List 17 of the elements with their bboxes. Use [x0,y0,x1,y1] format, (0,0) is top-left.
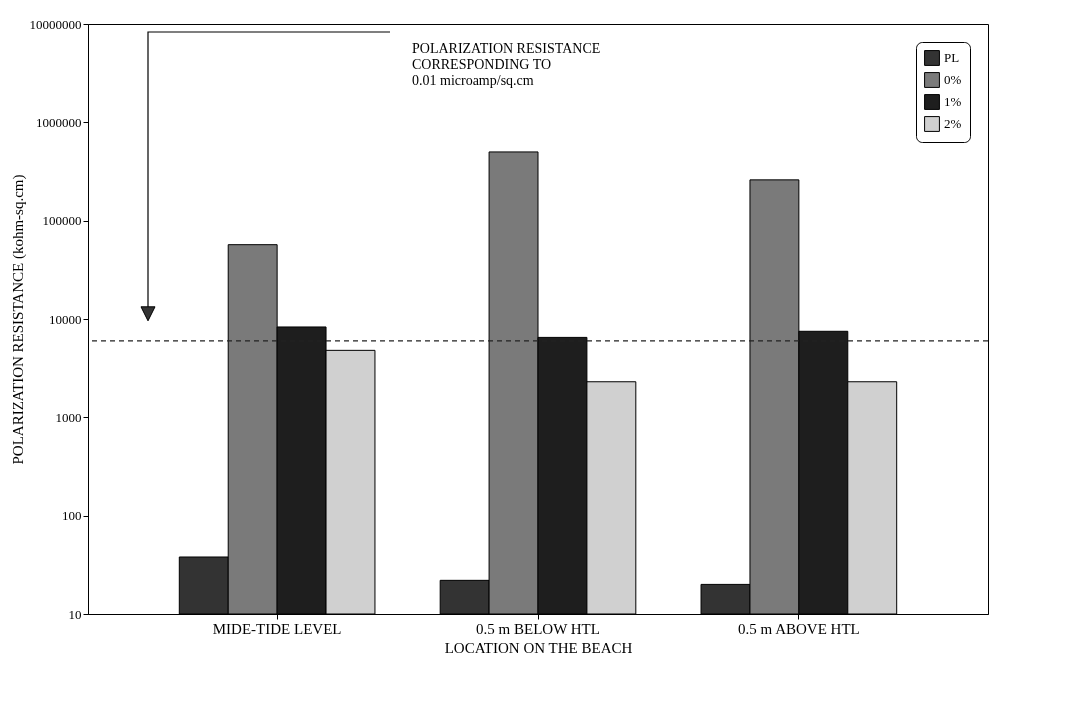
legend-label: 0% [944,72,962,87]
legend-label: 2% [944,116,962,131]
y-tick-label: 10 [68,606,82,622]
legend-label: 1% [944,94,962,109]
x-axis-title: LOCATION ON THE BEACH [444,639,633,656]
y-tick-label: 1000000 [36,114,82,130]
x-tick-label: MIDE-TIDE LEVEL [212,620,342,637]
y-tick-label: 100 [62,508,82,524]
legend-label: PL [944,50,960,65]
x-tick-label: 0.5 m BELOW HTL [476,620,600,637]
y-tick-label: 10000000 [29,16,82,32]
x-tick-label: 0.5 m ABOVE HTL [738,620,860,637]
y-axis-title: POLARIZATION RESISTANCE (kohm-sq.cm) [9,174,27,465]
y-tick-label: 10000 [49,311,82,327]
y-tick-label: 100000 [42,213,82,229]
annotation: POLARIZATION RESISTANCE CORRESPONDING TO 0.01 microamp/sq.cm [412,41,601,88]
y-tick-label: 1000 [55,409,82,425]
